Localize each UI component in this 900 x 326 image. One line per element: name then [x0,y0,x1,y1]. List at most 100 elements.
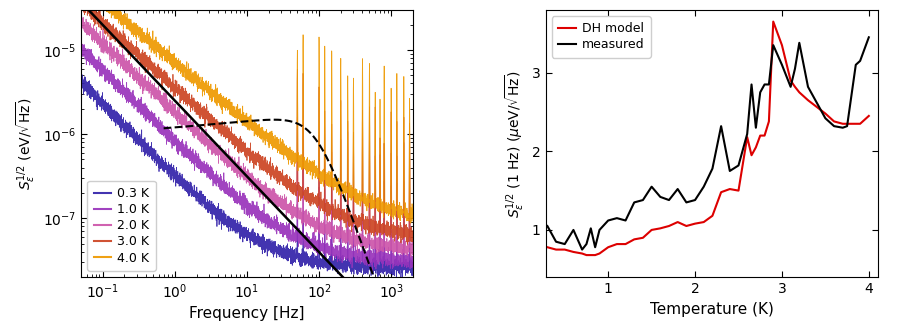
Line: 2.0 K: 2.0 K [81,16,413,257]
DH model [763,119,774,123]
DH model [785,79,796,82]
measured [829,124,840,128]
Legend: 0.3 K, 1.0 K, 2.0 K, 3.0 K, 4.0 K: 0.3 K, 1.0 K, 2.0 K, 3.0 K, 4.0 K [87,181,156,271]
4.0 K [398,209,409,213]
DH model [655,226,666,230]
DH model [751,145,761,149]
measured [629,200,640,204]
DH model [646,228,657,232]
0.3 K [398,265,409,269]
measured [620,218,631,222]
DH model [559,248,570,252]
3.0 K [408,233,418,237]
DH model [829,119,840,123]
measured [689,198,700,202]
measured [777,63,788,67]
DH model [637,236,648,240]
0.3 K [76,83,86,87]
1.0 K [215,184,226,188]
0.3 K [76,73,87,77]
measured [637,198,648,202]
measured [716,124,726,128]
1.0 K [76,46,86,50]
X-axis label: Frequency [Hz]: Frequency [Hz] [189,306,305,321]
1.0 K [366,270,377,274]
DH model [620,242,631,246]
DH model [611,242,622,246]
measured [763,82,774,86]
DH model [742,135,752,139]
Y-axis label: $S_\varepsilon^{1/2}$ (1 Hz) ($\mu$eV/$\sqrt{\mathrm{Hz}}$): $S_\varepsilon^{1/2}$ (1 Hz) ($\mu$eV/$\… [503,69,526,217]
0.3 K [408,268,418,272]
1.0 K [76,42,87,46]
measured [542,224,553,228]
3.0 K [233,147,244,151]
Line: DH model: DH model [547,22,868,255]
DH model [837,122,848,126]
DH model [681,224,692,228]
DH model [716,190,726,194]
measured [646,185,657,189]
DH model [689,222,700,226]
DH model [794,90,805,94]
DH model [551,248,562,252]
measured [755,90,766,94]
2.0 K [76,14,87,18]
measured [681,200,692,204]
measured [585,226,596,230]
Y-axis label: $S_\varepsilon^{1/2}$ (eV/$\sqrt{\mathrm{Hz}}$): $S_\varepsilon^{1/2}$ (eV/$\sqrt{\mathrm… [14,97,37,190]
DH model [746,153,757,157]
Line: 4.0 K: 4.0 K [81,0,413,223]
2.0 K [398,243,409,246]
0.3 K [218,212,229,216]
3.0 K [218,129,229,133]
DH model [820,111,831,115]
measured [842,124,852,128]
Legend: DH model, measured: DH model, measured [552,16,651,58]
DH model [777,43,788,47]
measured [820,116,831,120]
DH model [755,134,766,138]
DH model [603,245,614,249]
3.0 K [381,225,392,229]
3.0 K [317,205,328,209]
measured [789,67,800,71]
DH model [842,122,852,126]
X-axis label: Temperature (K): Temperature (K) [650,302,773,317]
DH model [789,85,800,89]
measured [672,187,683,191]
measured [698,185,709,189]
3.0 K [215,129,226,133]
0.3 K [233,227,244,231]
2.0 K [317,225,328,229]
measured [794,41,805,45]
DH model [568,250,579,254]
DH model [760,134,770,138]
2.0 K [215,155,226,159]
measured [594,228,605,232]
2.0 K [381,240,392,244]
measured [559,242,570,246]
3.0 K [76,5,86,9]
DH model [581,253,592,257]
DH model [585,253,596,257]
0.3 K [215,210,226,214]
measured [655,195,666,199]
0.3 K [391,276,401,280]
measured [760,82,770,86]
1.0 K [381,258,392,262]
4.0 K [317,171,328,175]
2.0 K [408,241,418,244]
measured [603,218,614,222]
measured [751,126,761,130]
DH model [734,189,744,193]
measured [863,35,874,39]
measured [663,198,674,202]
DH model [590,253,600,257]
1.0 K [218,187,229,191]
4.0 K [218,101,229,105]
2.0 K [218,158,229,162]
4.0 K [215,98,226,102]
2.0 K [406,255,417,259]
DH model [698,220,709,224]
